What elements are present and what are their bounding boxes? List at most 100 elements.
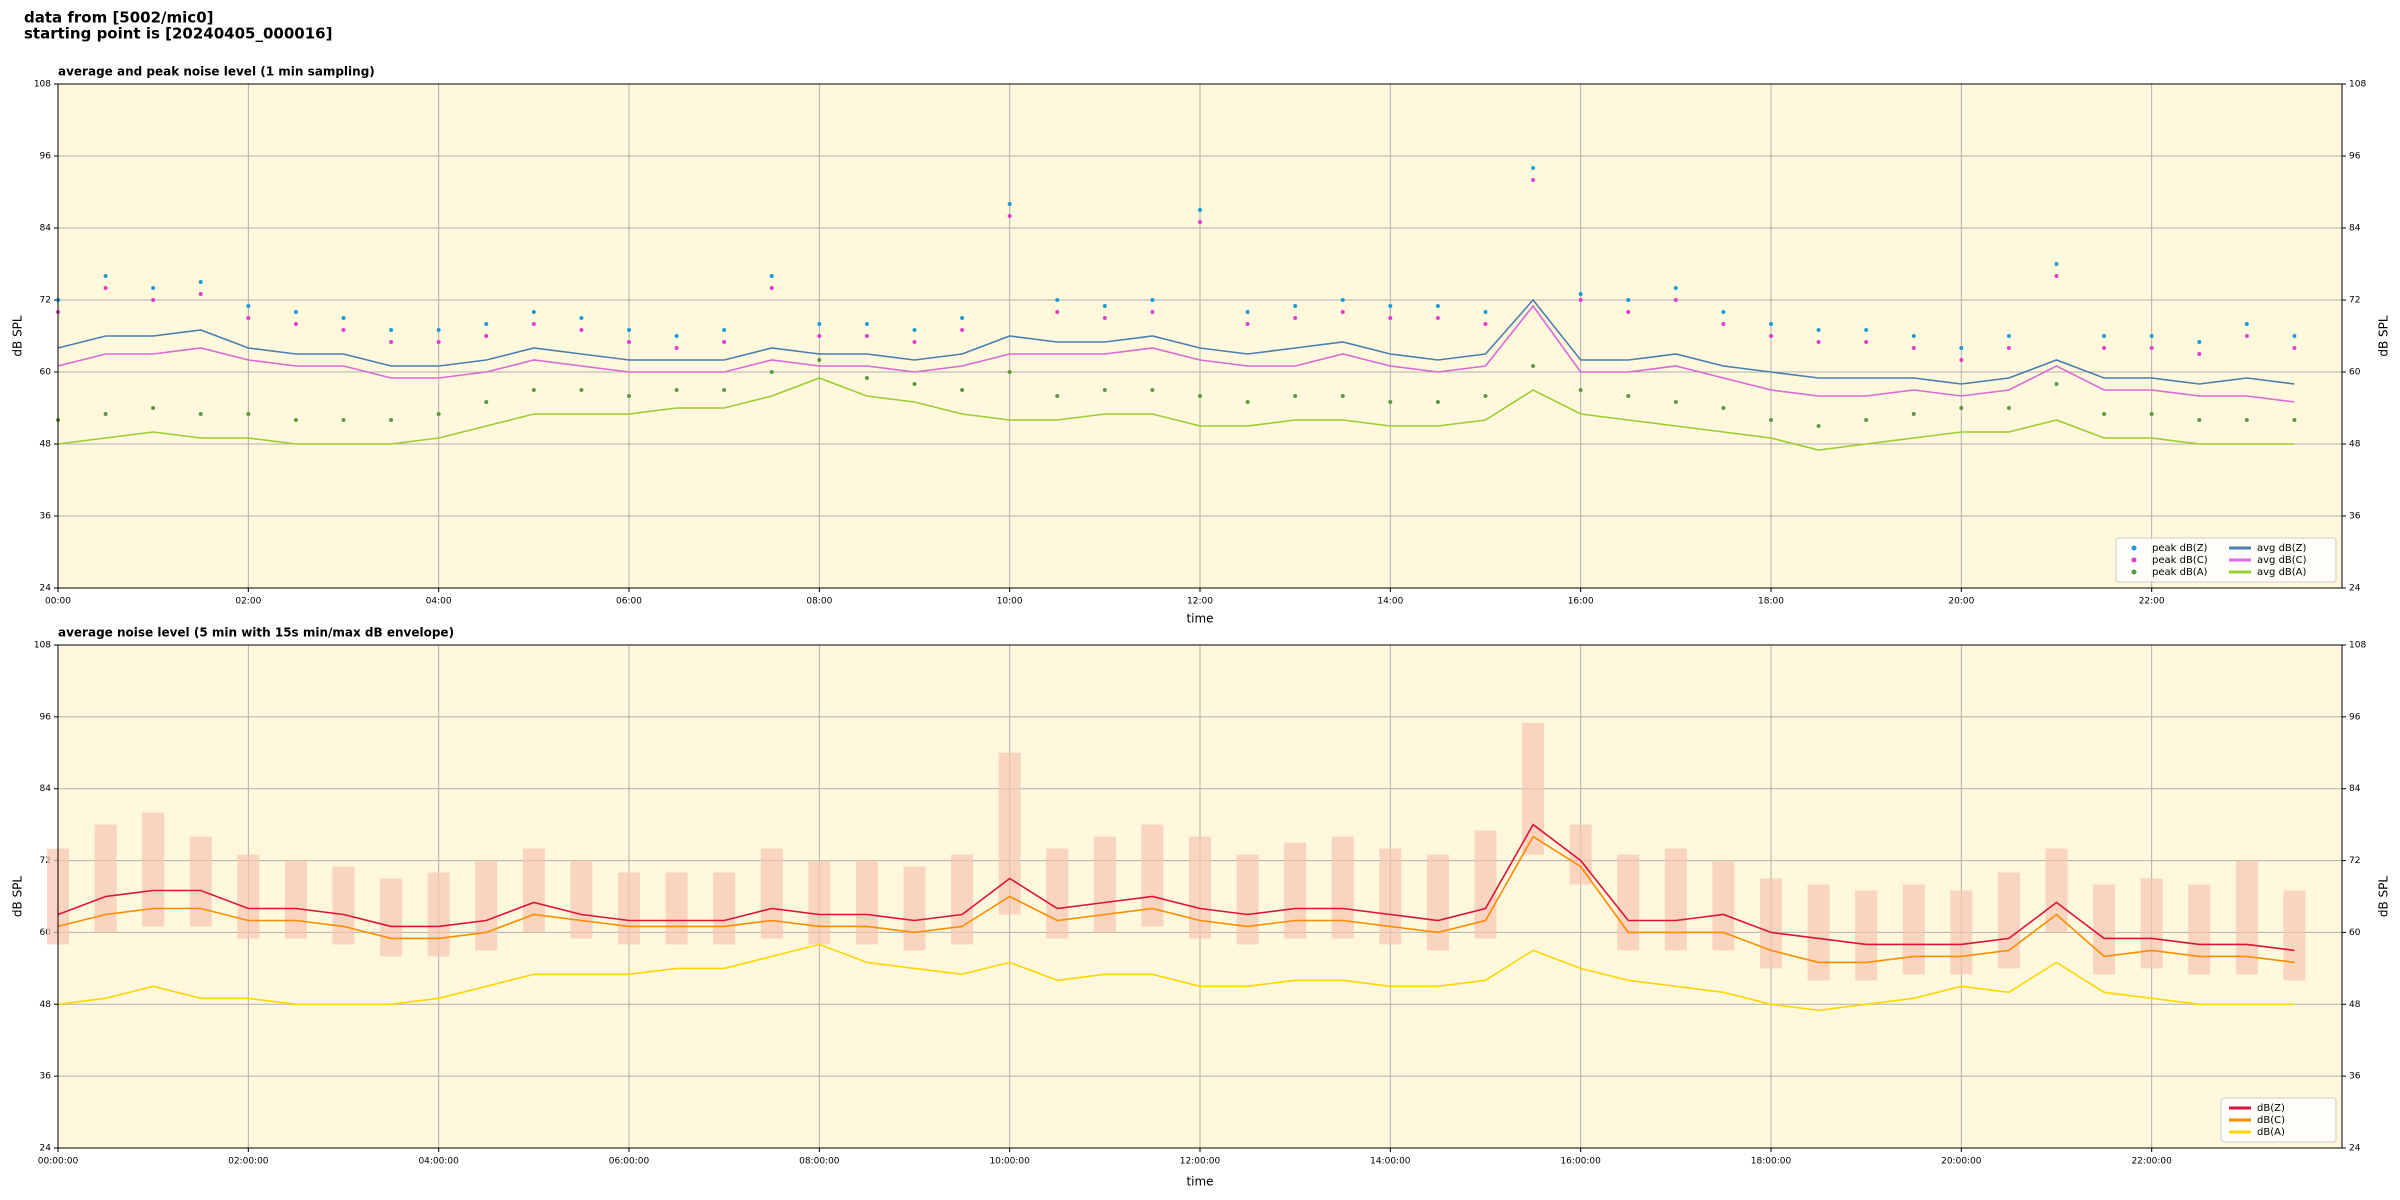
- peak-point: [484, 334, 489, 338]
- x-tick-label: 06:00:00: [609, 1157, 650, 1167]
- peak-point: [484, 322, 489, 326]
- y2-tick-label: 96: [2349, 712, 2361, 722]
- peak-point: [389, 340, 394, 344]
- chart-title: average and peak noise level (1 min samp…: [58, 65, 375, 79]
- peak-point: [484, 400, 489, 404]
- peak-point: [1578, 292, 1583, 296]
- x-tick-label: 02:00: [235, 597, 261, 607]
- peak-point: [1198, 208, 1202, 212]
- peak-point: [674, 346, 679, 350]
- y2-tick-label: 108: [2349, 80, 2366, 90]
- peak-point: [246, 412, 251, 416]
- peak-point: [2149, 412, 2154, 416]
- x-axis-label: time: [1186, 1175, 1213, 1189]
- series-line: [57, 377, 2295, 451]
- peak-point: [2006, 346, 2011, 350]
- y-tick-label: 24: [40, 584, 52, 594]
- legend-marker: [2131, 557, 2137, 563]
- peak-point: [246, 316, 251, 320]
- peak-point: [2197, 418, 2202, 422]
- peak-point: [2244, 418, 2249, 422]
- peak-point: [1626, 310, 1631, 314]
- peak-point: [198, 412, 203, 416]
- peak-point: [389, 418, 394, 422]
- peak-point: [1055, 298, 1060, 302]
- peak-point: [864, 322, 869, 326]
- peak-point: [627, 340, 631, 344]
- peak-point: [960, 328, 965, 332]
- x-tick-label: 06:00: [616, 597, 642, 607]
- peak-point: [246, 304, 251, 308]
- peak-point: [1864, 328, 1869, 332]
- peak-point: [1483, 394, 1488, 398]
- peak-point: [1626, 394, 1631, 398]
- peak-point: [627, 394, 631, 398]
- series-line: [57, 835, 2295, 964]
- legend-label: avg dB(A): [2257, 567, 2307, 578]
- y2-tick-label: 60: [2349, 368, 2361, 378]
- peak-point: [293, 310, 298, 314]
- y2-tick-label: 36: [2349, 512, 2361, 522]
- peak-point: [1055, 310, 1060, 314]
- peak-point: [103, 412, 108, 416]
- peak-point: [103, 286, 108, 290]
- y-tick-label: 72: [40, 296, 51, 306]
- peak-point: [1150, 388, 1155, 392]
- x-tick-label: 00:00: [45, 597, 71, 607]
- legend-label: avg dB(C): [2257, 555, 2307, 566]
- peak-point: [1769, 334, 1773, 338]
- legend-label: dB(Z): [2257, 1103, 2285, 1114]
- peak-point: [1198, 394, 1202, 398]
- peak-point: [579, 316, 584, 320]
- peak-point: [1483, 322, 1488, 326]
- legend-label: avg dB(Z): [2257, 543, 2307, 554]
- x-tick-label: 14:00:00: [1370, 1157, 1411, 1167]
- peak-point: [341, 328, 346, 332]
- peak-point: [722, 328, 727, 332]
- peak-point: [1007, 214, 1012, 218]
- chart-title: average noise level (5 min with 15s min/…: [58, 626, 454, 640]
- peak-point: [1388, 316, 1393, 320]
- y2-tick-label: 84: [2349, 784, 2361, 794]
- peak-point: [2197, 340, 2202, 344]
- peak-point: [1816, 340, 1821, 344]
- peak-point: [1626, 298, 1631, 302]
- y2-tick-label: 60: [2349, 928, 2361, 938]
- peak-point: [2197, 352, 2202, 356]
- legend-label: peak dB(Z): [2152, 543, 2208, 554]
- peak-point: [151, 406, 156, 410]
- peak-point: [1531, 364, 1536, 368]
- peak-point: [2006, 334, 2011, 338]
- peak-point: [1531, 178, 1536, 182]
- legend-marker: [2131, 569, 2137, 575]
- peak-point: [1340, 394, 1345, 398]
- peak-point: [912, 340, 917, 344]
- peak-point: [2102, 412, 2107, 416]
- x-tick-label: 02:00:00: [228, 1157, 269, 1167]
- peak-point: [531, 388, 536, 392]
- peak-point: [1531, 166, 1536, 170]
- peak-point: [1673, 286, 1678, 290]
- x-tick-label: 12:00:00: [1180, 1157, 1221, 1167]
- peak-point: [2292, 418, 2297, 422]
- peak-point: [2244, 322, 2249, 326]
- peak-point: [389, 328, 394, 332]
- peak-point: [1864, 340, 1869, 344]
- y-tick-label: 96: [40, 152, 52, 162]
- y-tick-label: 36: [40, 1072, 52, 1082]
- peak-point: [2054, 382, 2059, 386]
- y2-tick-label: 84: [2349, 224, 2361, 234]
- peak-point: [1673, 400, 1678, 404]
- peak-point: [579, 388, 584, 392]
- peak-point: [1435, 304, 1440, 308]
- peak-point: [769, 286, 774, 290]
- peak-point: [2292, 346, 2297, 350]
- peak-point: [151, 286, 156, 290]
- x-tick-label: 04:00: [426, 597, 452, 607]
- x-tick-label: 12:00: [1187, 597, 1213, 607]
- x-tick-label: 18:00:00: [1751, 1157, 1792, 1167]
- y-axis-label: dB SPL: [11, 315, 25, 357]
- peak-point: [817, 358, 822, 362]
- peak-point: [1293, 304, 1298, 308]
- y-tick-label: 72: [40, 856, 51, 866]
